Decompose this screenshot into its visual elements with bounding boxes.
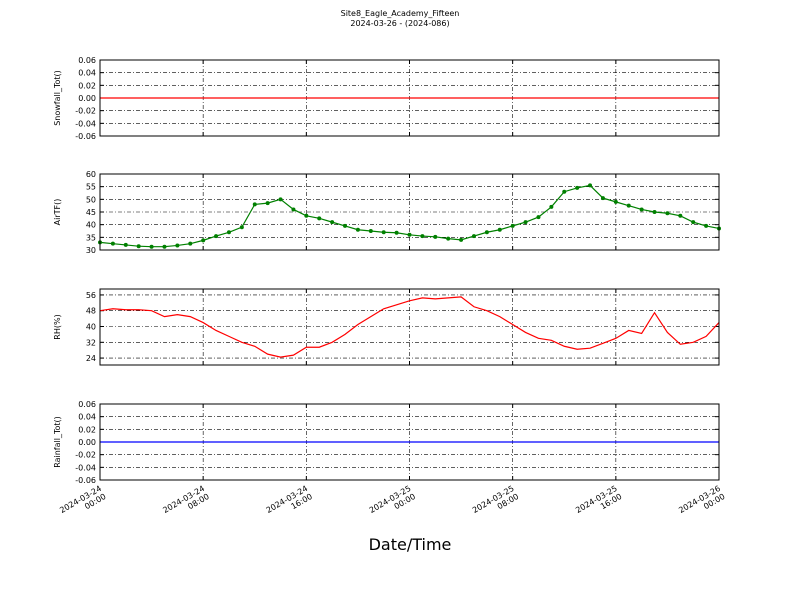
data-point [291,207,296,212]
data-point [691,220,696,225]
plot-frame [99,59,720,137]
data-point [214,234,219,239]
y-axis-label: RH(%) [53,314,62,339]
data-line [99,296,720,358]
data-point [536,215,541,220]
data-point [265,201,270,206]
y-tick-label: 45 [86,208,96,217]
data-point [446,236,451,241]
y-tick-label: 0.04 [78,413,96,422]
data-point [562,189,567,194]
y-tick-label: 40 [86,323,96,332]
data-point [252,202,257,207]
data-point [497,227,502,232]
data-point [175,243,180,248]
data-point [381,230,386,235]
data-point [652,210,657,214]
x-tick-label: 2024-03-2516:00 [574,484,623,523]
y-tick-label: 0.06 [78,400,96,409]
y-tick-label: 0.00 [78,94,96,103]
x-axis-label: Date/Time [369,535,452,554]
data-point [510,223,515,228]
y-tick-label: 32 [86,338,96,347]
plot-frame [99,173,720,251]
data-point [278,197,283,202]
y-tick-label: 30 [86,246,96,255]
data-point [317,216,322,221]
y-tick-label: 48 [86,307,96,316]
data-point [575,185,580,190]
data-point [123,242,128,247]
x-tick-label: 2024-03-2500:00 [368,484,417,523]
y-tick-label: -0.02 [75,451,96,460]
data-point [600,196,605,201]
data-point [355,227,360,232]
data-point [639,207,644,212]
data-point [368,229,373,233]
x-tick-label: 2024-03-2400:00 [58,484,107,523]
y-tick-label: 24 [86,354,96,363]
y-tick-label: 60 [86,170,96,179]
data-point [433,234,438,239]
y-tick-label: 56 [86,291,96,300]
data-point [407,232,412,237]
data-point [394,230,399,235]
chart-title: Site8_Eagle_Academy_Fifteen [341,9,460,18]
data-point [343,223,348,228]
data-point [459,237,464,242]
data-point [136,244,141,249]
x-tick-label: 2024-03-2408:00 [161,484,210,523]
data-point [613,199,618,204]
y-tick-label: 50 [86,195,96,204]
y-tick-label: 0.02 [78,81,96,90]
y-tick-label: 0.02 [78,425,96,434]
data-point [484,230,489,235]
data-point [523,220,528,225]
x-tick-label: 2024-03-2416:00 [265,484,314,523]
data-point [201,238,206,243]
data-point [304,213,309,218]
plot-frame [99,403,720,481]
y-tick-label: -0.06 [75,476,96,485]
data-point [330,220,335,225]
data-point [188,241,193,246]
data-point [588,183,593,188]
data-point [678,213,683,218]
data-point [162,244,167,249]
y-axis-label: Snowfall_Tot() [53,70,62,126]
chart-subtitle: 2024-03-26 - (2024-086) [350,19,449,28]
y-tick-label: 40 [86,221,96,230]
data-point [226,230,231,235]
y-tick-label: -0.04 [75,463,96,472]
y-axis-label: AirTF() [53,199,62,226]
data-point [704,223,709,228]
plot-frame [99,288,720,366]
y-tick-label: 0.00 [78,438,96,447]
y-tick-label: -0.04 [75,119,96,128]
x-tick-label: 2024-03-2508:00 [471,484,520,523]
data-point [110,241,115,246]
data-point [420,234,425,239]
data-point [471,234,476,239]
data-point [149,244,154,249]
data-point [626,203,631,208]
y-tick-label: -0.02 [75,107,96,116]
data-point [239,225,244,230]
y-tick-label: 35 [86,233,96,242]
data-point [665,211,670,216]
y-axis-label: Rainfall_Tot() [53,416,62,468]
y-tick-label: -0.06 [75,132,96,141]
y-tick-label: 55 [86,183,96,192]
data-point [549,204,554,209]
x-tick-label: 2024-03-2600:00 [677,484,726,523]
y-tick-label: 0.06 [78,56,96,65]
y-tick-label: 0.04 [78,69,96,78]
